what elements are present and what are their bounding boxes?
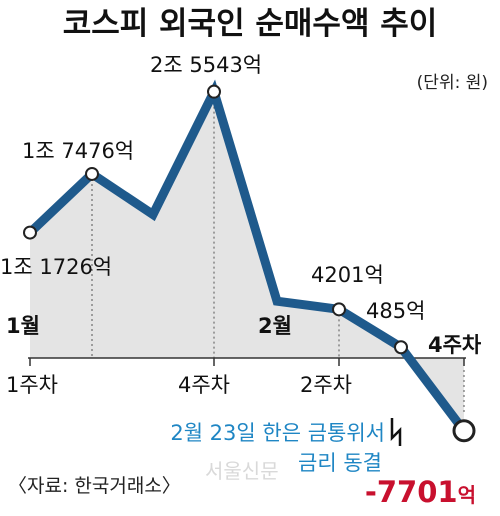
guide-layer [91, 91, 465, 415]
label-layer: 1조 1726억 1조 7476억 2조 5543억 4201억 485억 -7701억 [0, 53, 476, 509]
data-point [23, 225, 37, 240]
annotation-line-1: 2월 23일 한은 금통위서 [170, 421, 385, 445]
chart-title: 코스피 외국인 순매수액 추이 [63, 6, 438, 42]
area-fill [30, 91, 464, 431]
data-label: 485억 [366, 299, 425, 323]
data-point [332, 302, 346, 317]
line-layer [23, 79, 476, 443]
annotation-bracket [390, 418, 402, 446]
x-tick-label: 2주차 [300, 373, 352, 397]
data-point [207, 84, 221, 99]
tick-layer: 1주차 4주차 2주차 4주차 [6, 333, 482, 397]
x-tick-label: 1주차 [6, 373, 58, 397]
data-label: 1조 7476억 [22, 139, 134, 163]
data-label: 1조 1726억 [0, 255, 112, 279]
data-point-last [452, 419, 476, 443]
data-label: 2조 5543억 [150, 53, 262, 77]
watermark: 서울신문 [205, 459, 279, 483]
data-point [394, 340, 408, 355]
series-line [25, 79, 469, 436]
area-layer [30, 91, 464, 431]
x-tick-label: 4주차 [178, 373, 230, 397]
month-label-jan: 1월 [6, 314, 40, 338]
month-label-feb: 2월 [258, 314, 292, 338]
data-label-last: -7701억 [365, 475, 476, 509]
data-label: 4201억 [311, 263, 384, 287]
data-point [85, 166, 99, 181]
source-label: 〈자료: 한국거래소〉 [8, 475, 181, 497]
x-tick-label: 4주차 [428, 333, 482, 357]
unit-label: (단위: 원) [417, 73, 488, 93]
annotation-line-2: 금리 동결 [298, 451, 382, 475]
